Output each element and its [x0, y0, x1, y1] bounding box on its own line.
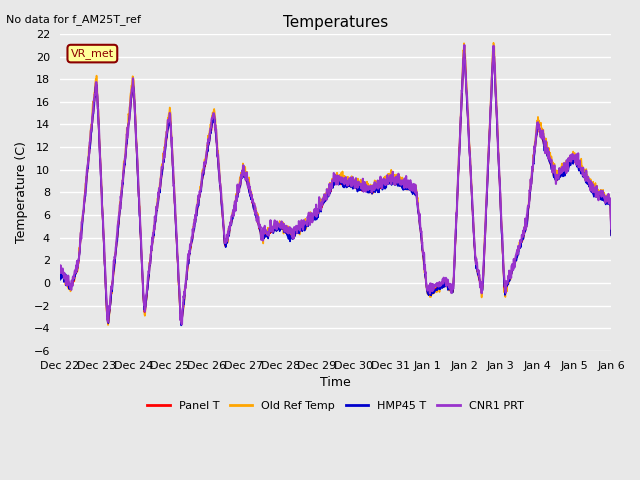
Text: VR_met: VR_met: [71, 48, 114, 59]
Title: Temperatures: Temperatures: [283, 15, 388, 30]
Legend: Panel T, Old Ref Temp, HMP45 T, CNR1 PRT: Panel T, Old Ref Temp, HMP45 T, CNR1 PRT: [143, 396, 528, 415]
Text: No data for f_AM25T_ref: No data for f_AM25T_ref: [6, 14, 141, 25]
X-axis label: Time: Time: [320, 376, 351, 389]
Y-axis label: Temperature (C): Temperature (C): [15, 142, 28, 243]
